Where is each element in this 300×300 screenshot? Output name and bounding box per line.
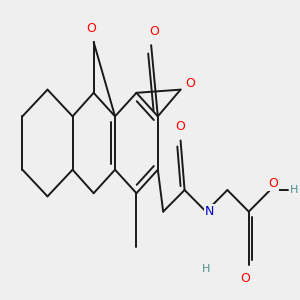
Text: O: O (176, 120, 185, 133)
Text: O: O (86, 22, 96, 34)
Text: O: O (186, 77, 196, 90)
Text: O: O (150, 25, 159, 38)
Text: N: N (205, 205, 214, 218)
Text: O: O (268, 177, 278, 190)
Text: H: H (202, 264, 210, 274)
Text: H: H (290, 185, 298, 195)
Text: O: O (241, 272, 250, 286)
